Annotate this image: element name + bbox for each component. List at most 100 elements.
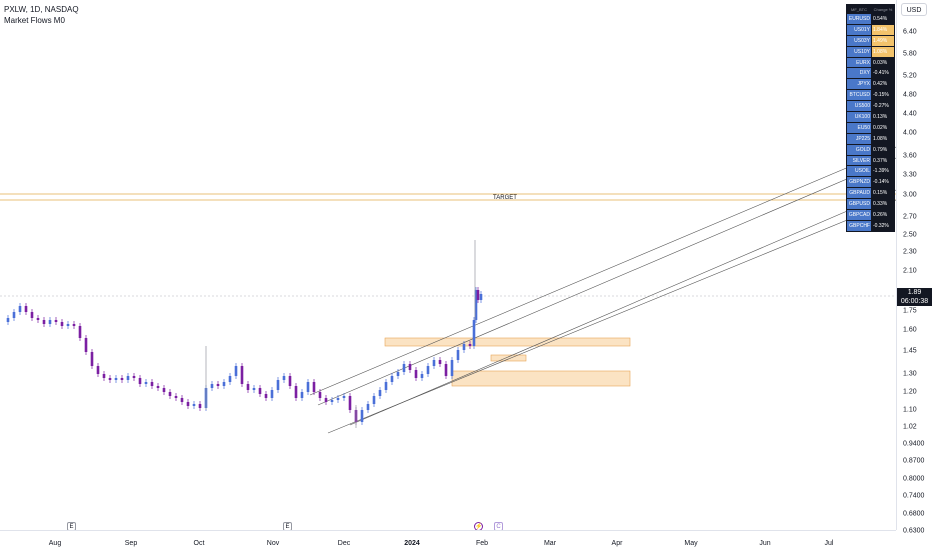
symbol-line[interactable]: PXLW, 1D, NASDAQ	[4, 5, 79, 14]
candle-body[interactable]	[246, 384, 250, 390]
candle-body[interactable]	[84, 338, 88, 352]
candle-body[interactable]	[450, 360, 454, 376]
channel-line-3[interactable]	[327, 199, 896, 434]
candle-body[interactable]	[432, 360, 436, 366]
candle-body[interactable]	[6, 318, 10, 322]
candle-body[interactable]	[372, 396, 376, 404]
candle-body[interactable]	[108, 378, 112, 380]
last-price-label[interactable]: 1.89 06:00:38	[897, 288, 932, 306]
candle-body[interactable]	[222, 382, 226, 386]
candle-body[interactable]	[144, 382, 148, 384]
candle-body[interactable]	[138, 378, 142, 384]
candle-body[interactable]	[90, 352, 94, 366]
candle-body[interactable]	[96, 366, 100, 374]
candle-body[interactable]	[348, 396, 352, 410]
candle-body[interactable]	[444, 364, 448, 376]
candle-body[interactable]	[252, 388, 256, 390]
candle-body[interactable]	[276, 380, 280, 390]
candle-body[interactable]	[474, 290, 478, 320]
candle-body[interactable]	[468, 344, 472, 346]
candle-body[interactable]	[366, 404, 370, 410]
candle-body[interactable]	[306, 382, 310, 392]
candle-body[interactable]	[264, 394, 268, 398]
candle-body[interactable]	[168, 392, 172, 396]
channel-line-1[interactable]	[309, 146, 896, 396]
candle-body[interactable]	[476, 290, 480, 300]
candle-body[interactable]	[30, 312, 34, 318]
channel-line-2[interactable]	[317, 157, 896, 406]
candle-body[interactable]	[294, 386, 298, 398]
candle-body[interactable]	[36, 318, 40, 320]
event-marker-earnings[interactable]: E	[283, 522, 292, 530]
candle-body[interactable]	[330, 400, 334, 402]
chart-area[interactable]: TARGET PXLW, 1D, NASDAQ Market Flows M0 …	[0, 0, 896, 530]
candle-body[interactable]	[384, 382, 388, 390]
candle-body[interactable]	[162, 388, 166, 392]
candle-body[interactable]	[390, 376, 394, 382]
candle-body[interactable]	[402, 364, 406, 372]
candle-body[interactable]	[216, 384, 220, 386]
candle-body[interactable]	[174, 396, 178, 398]
candle-body[interactable]	[288, 376, 292, 386]
candle-body[interactable]	[462, 344, 466, 350]
candle-body[interactable]	[156, 386, 160, 388]
indicator-name[interactable]: Market Flows M0	[4, 16, 65, 25]
candle-body[interactable]	[150, 382, 154, 386]
candle-body[interactable]	[24, 306, 28, 312]
candle-body[interactable]	[48, 320, 52, 324]
candle-body[interactable]	[312, 382, 316, 392]
candle-body[interactable]	[240, 366, 244, 384]
candle-body[interactable]	[66, 324, 70, 326]
channel-line-4[interactable]	[349, 189, 896, 426]
price-chart[interactable]: TARGET	[0, 0, 896, 530]
event-marker-c[interactable]: C	[494, 522, 503, 530]
candle-body[interactable]	[408, 364, 412, 370]
candle-body[interactable]	[12, 312, 16, 318]
candle-body[interactable]	[210, 384, 214, 388]
candle-body[interactable]	[54, 320, 58, 322]
candle-body[interactable]	[414, 370, 418, 378]
candle-body[interactable]	[102, 374, 106, 378]
candle-body[interactable]	[270, 390, 274, 398]
candle-body[interactable]	[18, 306, 22, 312]
candle-body[interactable]	[180, 398, 184, 402]
candle-body[interactable]	[318, 392, 322, 398]
support-zone[interactable]	[451, 370, 631, 387]
candle-body[interactable]	[258, 388, 262, 394]
candle-body[interactable]	[282, 376, 286, 380]
candle-body[interactable]	[234, 366, 238, 376]
candle-body[interactable]	[198, 404, 202, 408]
candle-body[interactable]	[342, 396, 346, 398]
candle-body[interactable]	[336, 398, 340, 400]
candle-body[interactable]	[42, 320, 46, 324]
candle-body[interactable]	[479, 294, 483, 300]
candle-body[interactable]	[438, 360, 442, 364]
candle-body[interactable]	[360, 410, 364, 422]
price-tick: 1.02	[903, 423, 917, 431]
candle-body[interactable]	[72, 324, 76, 326]
candle-body[interactable]	[78, 326, 82, 338]
small-zone[interactable]	[490, 354, 527, 362]
candle-body[interactable]	[60, 322, 64, 326]
resistance-zone[interactable]	[384, 337, 631, 347]
candle-body[interactable]	[192, 404, 196, 406]
event-marker-split[interactable]: ⚡	[474, 522, 483, 530]
event-marker-earnings[interactable]: E	[67, 522, 76, 530]
candle-body[interactable]	[420, 374, 424, 378]
candle-body[interactable]	[120, 378, 124, 380]
candle-body[interactable]	[324, 398, 328, 402]
candle-body[interactable]	[378, 390, 382, 396]
candle-body[interactable]	[472, 320, 476, 346]
candle-body[interactable]	[186, 402, 190, 406]
candle-body[interactable]	[300, 392, 304, 398]
candle-body[interactable]	[228, 376, 232, 382]
candle-body[interactable]	[396, 372, 400, 376]
currency-button[interactable]: USD	[901, 3, 927, 16]
candle-body[interactable]	[456, 350, 460, 360]
candle-body[interactable]	[132, 376, 136, 378]
time-axis[interactable]: Aug Sep Oct Nov Dec 2024 Feb Mar Apr May Jun Jul	[0, 530, 896, 551]
price-axis[interactable]: 6.40 5.80 5.20 4.80 4.40 4.00 3.60 3.30 3.00 2.70…	[896, 0, 932, 535]
candle-body[interactable]	[114, 378, 118, 380]
candle-body[interactable]	[426, 366, 430, 374]
candle-body[interactable]	[126, 376, 130, 380]
